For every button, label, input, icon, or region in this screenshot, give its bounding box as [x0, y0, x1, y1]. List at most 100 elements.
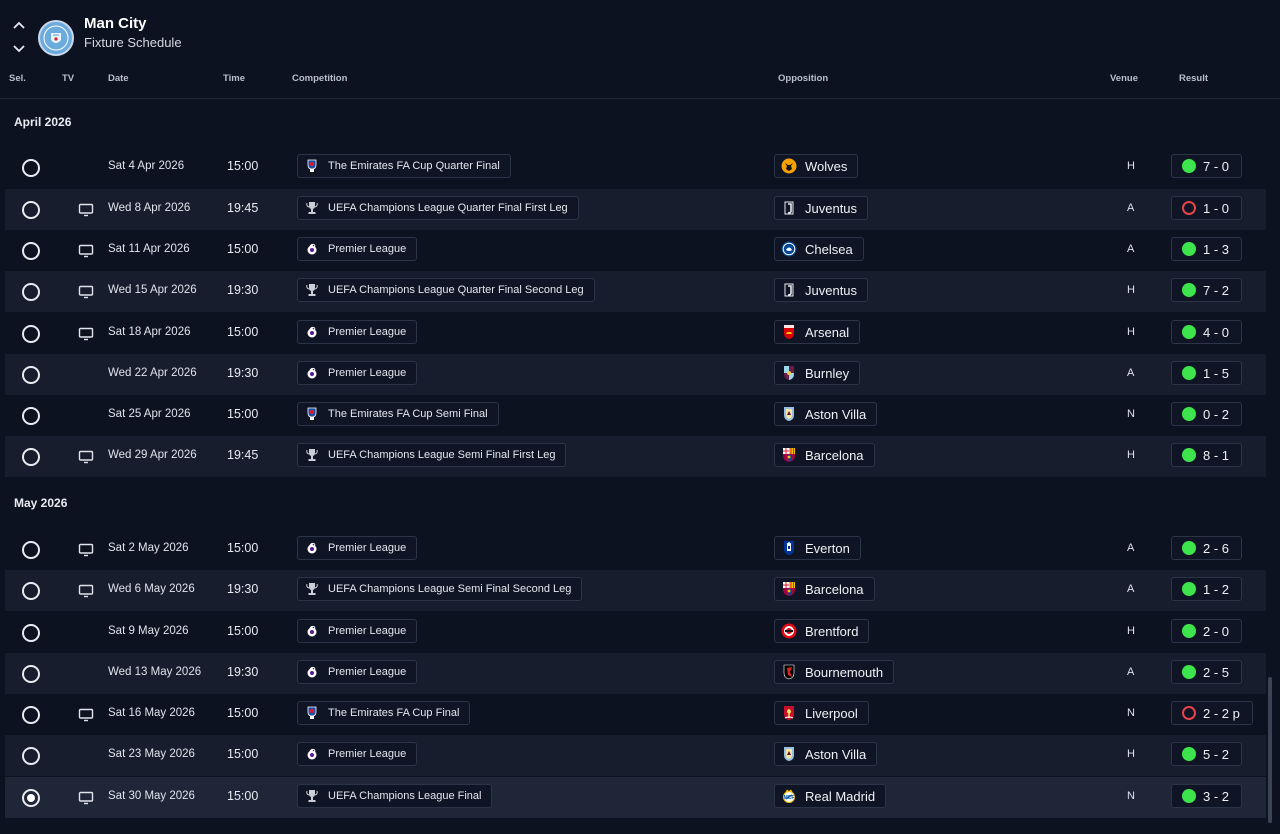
column-header-time[interactable]: Time [223, 73, 246, 84]
fixture-row[interactable]: Wed 29 Apr 2026 19:45 UEFA Champions Leagu… [5, 436, 1266, 477]
select-radio[interactable] [22, 541, 40, 559]
fixture-row[interactable]: Wed 8 Apr 2026 19:45 UEFA Champions League… [5, 189, 1266, 230]
win-indicator-icon [1182, 366, 1196, 380]
result-chip[interactable]: 7 - 2 [1171, 278, 1243, 302]
competition-chip[interactable]: Premier League [297, 536, 418, 560]
opposition-chip[interactable]: Barcelona [774, 443, 875, 467]
result-chip[interactable]: 0 - 2 [1171, 402, 1243, 426]
select-radio[interactable] [22, 665, 40, 683]
competition-chip[interactable]: UEFA Champions League Final [297, 784, 493, 808]
fixture-date: Sat 4 Apr 2026 [108, 160, 185, 172]
select-radio[interactable] [22, 747, 40, 765]
opposition-chip[interactable]: Burnley [774, 361, 861, 385]
opposition-chip[interactable]: Juventus [774, 278, 869, 302]
fixture-row[interactable]: Sat 9 May 2026 15:00 Premier League Brentfo… [5, 612, 1266, 653]
result-chip[interactable]: 1 - 0 [1171, 196, 1243, 220]
fixture-venue: A [1127, 243, 1135, 255]
select-radio[interactable] [22, 624, 40, 642]
fixture-row[interactable]: Wed 13 May 2026 19:30 Premier League Bourne… [5, 653, 1266, 694]
competition-name: UEFA Champions League Quarter Final Seco… [328, 284, 584, 296]
result-chip[interactable]: 1 - 3 [1171, 237, 1243, 261]
select-radio[interactable] [22, 706, 40, 724]
select-radio[interactable] [22, 789, 40, 807]
result-chip[interactable]: 1 - 2 [1171, 577, 1243, 601]
select-radio[interactable] [22, 407, 40, 425]
fixture-row[interactable]: Sat 16 May 2026 15:00 The Emirates FA Cup … [5, 694, 1266, 735]
scrollbar[interactable] [1268, 677, 1272, 823]
fixture-row[interactable]: Wed 6 May 2026 19:30 UEFA Champions League… [5, 570, 1266, 611]
fixture-row[interactable]: Wed 22 Apr 2026 19:30 Premier League Burnle… [5, 354, 1266, 395]
result-chip[interactable]: 3 - 2 [1171, 784, 1243, 808]
result-chip[interactable]: 7 - 0 [1171, 154, 1243, 178]
competition-chip[interactable]: UEFA Champions League Quarter Final Firs… [297, 196, 579, 220]
column-header-result[interactable]: Result [1179, 73, 1209, 84]
win-indicator-icon [1182, 582, 1196, 596]
opposition-chip[interactable]: Aston Villa [774, 742, 878, 766]
fixture-row[interactable]: Sat 18 Apr 2026 15:00 Premier League Arsena… [5, 313, 1266, 354]
opposition-chip[interactable]: Barcelona [774, 577, 875, 601]
opposition-name: Aston Villa [805, 746, 867, 762]
opposition-chip[interactable]: Aston Villa [774, 402, 878, 426]
select-radio[interactable] [22, 201, 40, 219]
competition-chip[interactable]: UEFA Champions League Semi Final Second … [297, 577, 583, 601]
opposition-chip[interactable]: Bournemouth [774, 660, 895, 684]
fixture-row[interactable]: Sat 23 May 2026 15:00 Premier League Aston … [5, 735, 1266, 776]
fixture-venue: H [1127, 449, 1135, 461]
fixture-venue: A [1127, 367, 1135, 379]
opposition-chip[interactable]: Arsenal [774, 320, 861, 344]
chevron-down-icon[interactable] [10, 40, 28, 56]
competition-chip[interactable]: The Emirates FA Cup Semi Final [297, 402, 499, 426]
select-radio[interactable] [22, 366, 40, 384]
competition-chip[interactable]: The Emirates FA Cup Quarter Final [297, 154, 511, 178]
select-radio[interactable] [22, 159, 40, 177]
chevron-up-icon[interactable] [10, 18, 28, 34]
fixture-row[interactable]: Sat 25 Apr 2026 15:00 The Emirates FA Cup … [5, 395, 1266, 436]
opposition-chip[interactable]: Everton [774, 536, 861, 560]
select-radio[interactable] [22, 242, 40, 260]
column-header-sel[interactable]: Sel. [9, 73, 26, 84]
column-header-opposition[interactable]: Opposition [778, 73, 829, 84]
result-chip[interactable]: 2 - 0 [1171, 619, 1243, 643]
competition-chip[interactable]: Premier League [297, 660, 418, 684]
column-header-date[interactable]: Date [108, 73, 129, 84]
select-radio[interactable] [22, 448, 40, 466]
competition-chip[interactable]: Premier League [297, 320, 418, 344]
result-chip[interactable]: 1 - 5 [1171, 361, 1243, 385]
fixture-date: Sat 25 Apr 2026 [108, 408, 191, 420]
competition-chip[interactable]: Premier League [297, 237, 418, 261]
fixture-venue: A [1127, 202, 1135, 214]
result-chip[interactable]: 2 - 6 [1171, 536, 1243, 560]
opposition-chip[interactable]: Juventus [774, 196, 869, 220]
select-radio[interactable] [22, 283, 40, 301]
opposition-chip[interactable]: MCF Real Madrid [774, 784, 887, 808]
opposition-chip[interactable]: Brentford [774, 619, 870, 643]
select-radio[interactable] [22, 582, 40, 600]
competition-chip[interactable]: The Emirates FA Cup Final [297, 701, 471, 725]
select-radio[interactable] [22, 325, 40, 343]
tv-icon [78, 327, 94, 341]
competition-chip[interactable]: Premier League [297, 361, 418, 385]
competition-chip[interactable]: Premier League [297, 619, 418, 643]
column-header-tv[interactable]: TV [62, 73, 75, 84]
fixture-row[interactable]: Sat 2 May 2026 15:00 Premier League Everton… [5, 529, 1266, 570]
opposition-name: Aston Villa [805, 406, 867, 422]
fixture-row[interactable]: Wed 15 Apr 2026 19:30 UEFA Champions Leagu… [5, 271, 1266, 312]
competition-chip[interactable]: Premier League [297, 742, 418, 766]
fixture-row[interactable]: Sat 30 May 2026 15:00 UEFA Champions Leagu… [5, 777, 1266, 818]
result-chip[interactable]: 2 - 2 p [1171, 701, 1253, 725]
result-score: 0 - 2 [1203, 406, 1230, 422]
fixture-time: 15:00 [227, 541, 259, 555]
result-chip[interactable]: 5 - 2 [1171, 742, 1243, 766]
result-chip[interactable]: 2 - 5 [1171, 660, 1243, 684]
fixture-row[interactable]: Sat 11 Apr 2026 15:00 Premier League Chelse… [5, 230, 1266, 271]
fixture-row[interactable]: Sat 4 Apr 2026 15:00 The Emirates FA Cup Q… [5, 147, 1266, 188]
column-header-venue[interactable]: Venue [1110, 73, 1138, 84]
competition-chip[interactable]: UEFA Champions League Quarter Final Seco… [297, 278, 595, 302]
opposition-chip[interactable]: Wolves [774, 154, 859, 178]
result-chip[interactable]: 4 - 0 [1171, 320, 1243, 344]
result-chip[interactable]: 8 - 1 [1171, 443, 1243, 467]
column-header-competition[interactable]: Competition [292, 73, 348, 84]
opposition-chip[interactable]: Liverpool [774, 701, 869, 725]
competition-chip[interactable]: UEFA Champions League Semi Final First L… [297, 443, 567, 467]
opposition-chip[interactable]: Chelsea [774, 237, 864, 261]
